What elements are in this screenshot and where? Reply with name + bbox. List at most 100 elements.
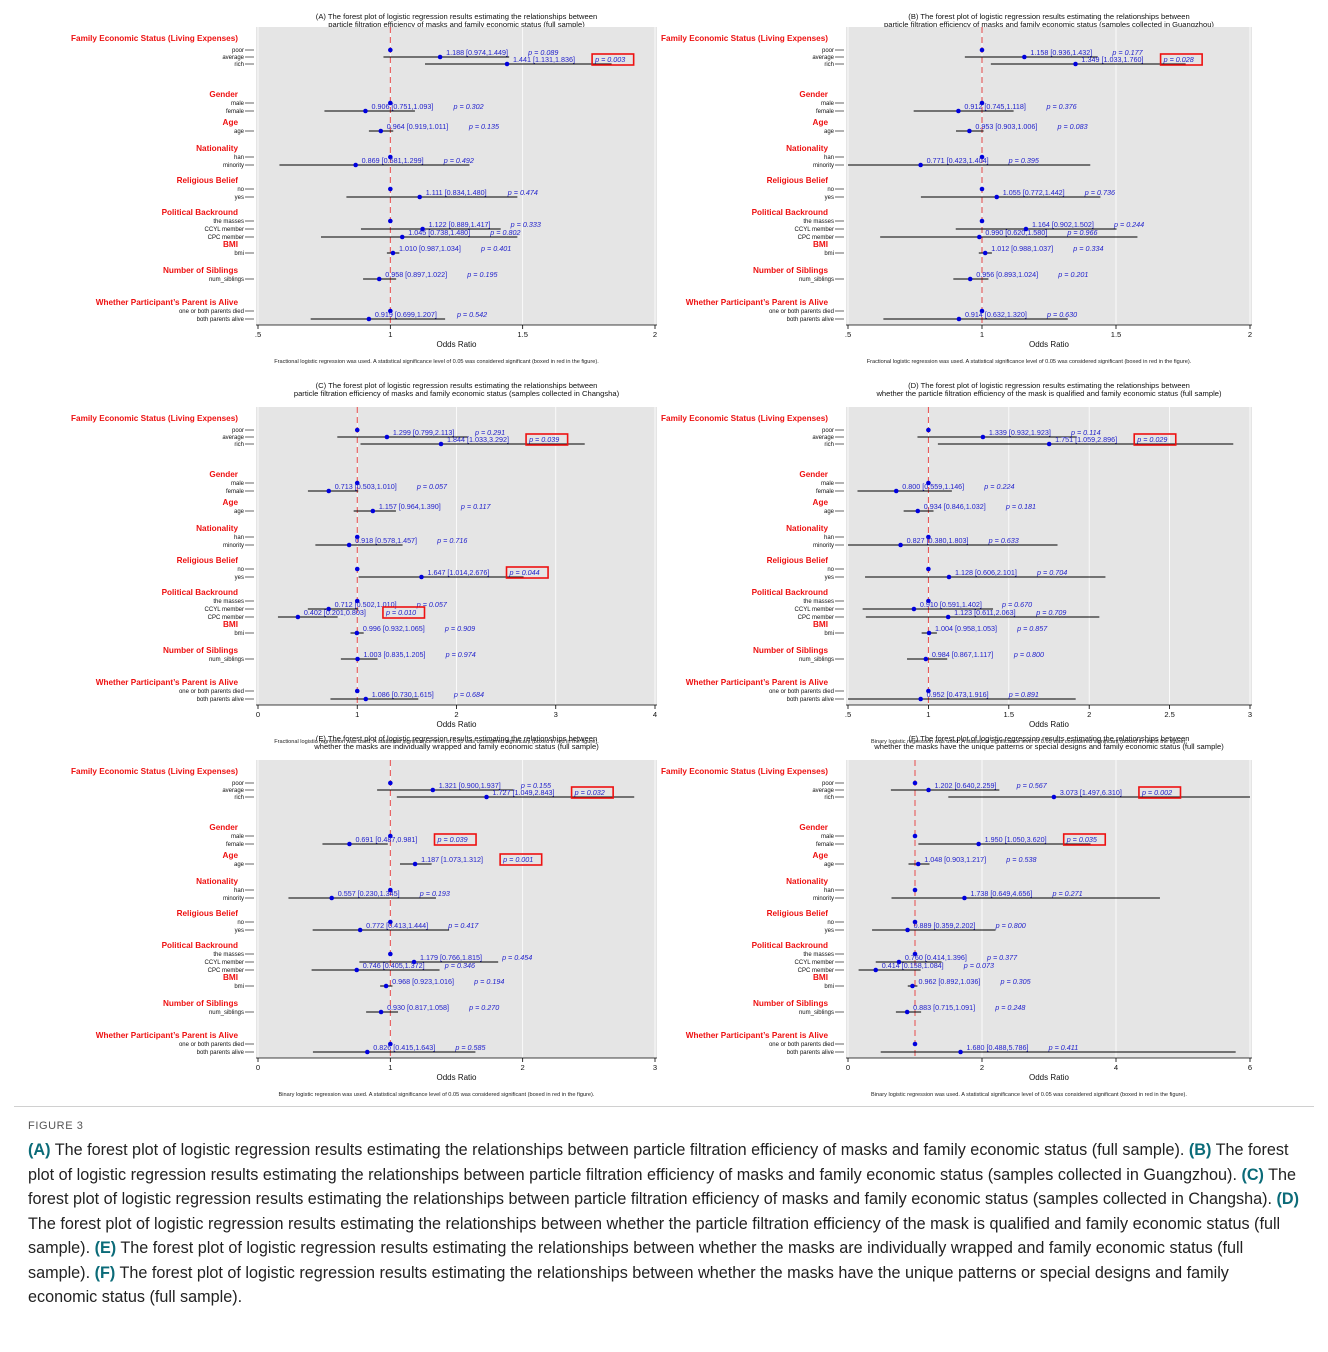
p-value-label: p = 0.333	[510, 220, 541, 229]
panel-title-line: whether the masks have the unique patter…	[873, 742, 1224, 751]
estimate-point	[365, 1049, 370, 1055]
group-title: Religious Belief	[767, 176, 829, 185]
row-label: han	[824, 535, 834, 541]
group-title: Nationality	[786, 144, 828, 153]
p-value-label: p = 0.270	[468, 1003, 499, 1012]
row-label: average	[222, 435, 244, 441]
p-value-label: p = 0.001	[502, 855, 533, 864]
panel-title-line: particle filtration efficiency of masks …	[294, 389, 620, 398]
estimate-label: 0.772 [0.413,1.444]	[366, 921, 428, 930]
p-value-label: p = 0.029	[1136, 435, 1167, 444]
estimate-point	[912, 833, 918, 839]
x-tick-label: 3	[653, 1063, 657, 1072]
p-value-label: p = 0.073	[963, 961, 994, 970]
p-value-label: p = 0.181	[1005, 502, 1036, 511]
p-value-label: p = 0.155	[520, 781, 552, 790]
estimate-point	[388, 919, 393, 925]
row-label: yes	[825, 928, 834, 934]
estimate-point	[1051, 794, 1057, 800]
estimate-label: 1.123 [0.611,2.063]	[954, 608, 1015, 617]
row-label: CCYL member	[795, 960, 834, 966]
estimate-point	[958, 1049, 963, 1055]
row-label: bmi	[824, 251, 834, 257]
estimate-label: 0.402 [0.201,0.803]	[304, 608, 366, 617]
row-label: average	[812, 788, 834, 794]
x-tick-label: 1.5	[1111, 330, 1122, 339]
estimate-point	[354, 630, 360, 636]
group-title: Gender	[799, 823, 828, 832]
p-value-label: p = 0.244	[1113, 220, 1144, 229]
row-label: no	[237, 920, 244, 926]
group-title: BMI	[223, 620, 238, 629]
group-title: Whether Participant’s Parent is Alive	[686, 1031, 829, 1040]
row-label: rich	[234, 442, 244, 448]
estimate-label: 0.800 [0.559,1.146]	[902, 482, 964, 491]
estimate-point	[1022, 54, 1027, 60]
group-title: Age	[813, 851, 829, 860]
panel-title-line: particle filtration efficiency of masks …	[884, 20, 1214, 29]
p-value-label: p = 0.089	[527, 48, 558, 57]
estimate-label: 1.844 [1.033,3.292]	[447, 435, 509, 444]
p-value-label: p = 0.377	[986, 953, 1018, 962]
row-label: rich	[234, 62, 244, 68]
row-label: yes	[825, 575, 834, 581]
estimate-label: 0.934 [0.846,1.032]	[924, 502, 986, 511]
forest-panel-d: (D) The forest plot of logistic regressi…	[661, 381, 1252, 745]
estimate-point	[384, 434, 390, 440]
estimate-point	[926, 688, 931, 694]
group-title: Religious Belief	[767, 909, 829, 918]
estimate-label: 1.010 [0.987,1.034]	[399, 244, 461, 253]
row-label: CCYL member	[205, 960, 244, 966]
estimate-point	[994, 194, 1000, 200]
p-value-label: p = 0.474	[507, 188, 538, 197]
p-value-label: p = 0.302	[453, 102, 484, 111]
estimate-point	[979, 154, 985, 160]
p-value-label: p = 0.195	[466, 270, 498, 279]
group-title: Whether Participant’s Parent is Alive	[686, 678, 829, 687]
row-label: both parents alive	[197, 1050, 245, 1056]
estimate-label: 0.953 [0.903,1.006]	[975, 122, 1037, 131]
estimate-point	[918, 696, 923, 702]
p-value-label: p = 0.417	[447, 921, 479, 930]
p-value-label: p = 0.633	[988, 536, 1019, 545]
estimate-label: 0.883 [0.715,1.091]	[913, 1003, 975, 1012]
caption-text-e: The forest plot of logistic regression r…	[28, 1239, 1244, 1282]
estimate-point	[417, 194, 423, 200]
estimate-point	[354, 688, 360, 694]
estimate-point	[1046, 441, 1052, 447]
group-title: BMI	[813, 973, 828, 982]
group-title: Nationality	[196, 144, 238, 153]
p-value-label: p = 0.395	[1008, 156, 1040, 165]
estimate-point	[915, 861, 921, 867]
group-title: Family Economic Status (Living Expenses)	[71, 34, 238, 43]
x-tick-label: 1	[926, 710, 930, 719]
p-value-label: p = 0.670	[1001, 600, 1032, 609]
row-label: minority	[223, 896, 244, 902]
estimate-label: 1.111 [0.834,1.480]	[426, 188, 487, 197]
p-value-label: p = 0.376	[1045, 102, 1076, 111]
estimate-point	[911, 606, 917, 612]
row-label: poor	[822, 48, 834, 54]
estimate-label: 0.912 [0.745,1.118]	[964, 102, 1025, 111]
caption-text-f: The forest plot of logistic regression r…	[28, 1263, 1229, 1307]
p-value-label: p = 0.802	[489, 228, 520, 237]
row-label: no	[827, 920, 834, 926]
estimate-label: 0.414 [0.158,1.084]	[882, 961, 944, 970]
p-value-label: p = 0.002	[1141, 788, 1172, 797]
estimate-label: 0.557 [0.230,1.345]	[338, 889, 400, 898]
row-label: poor	[232, 48, 244, 54]
p-value-label: p = 0.736	[1084, 188, 1115, 197]
forest-panel-b: (B) The forest plot of logistic regressi…	[661, 12, 1252, 365]
estimate-point	[1073, 61, 1078, 67]
figure-label: FIGURE 3	[28, 1120, 84, 1132]
row-label: rich	[824, 795, 834, 801]
p-value-label: p = 0.716	[436, 536, 467, 545]
x-tick-label: 1.5	[1004, 710, 1015, 719]
group-title: BMI	[813, 620, 828, 629]
estimate-point	[438, 441, 444, 447]
row-label: male	[231, 481, 245, 487]
estimate-point	[504, 61, 510, 67]
group-title: Political Backround	[162, 588, 238, 597]
row-label: poor	[822, 428, 834, 434]
row-label: minority	[223, 543, 244, 549]
